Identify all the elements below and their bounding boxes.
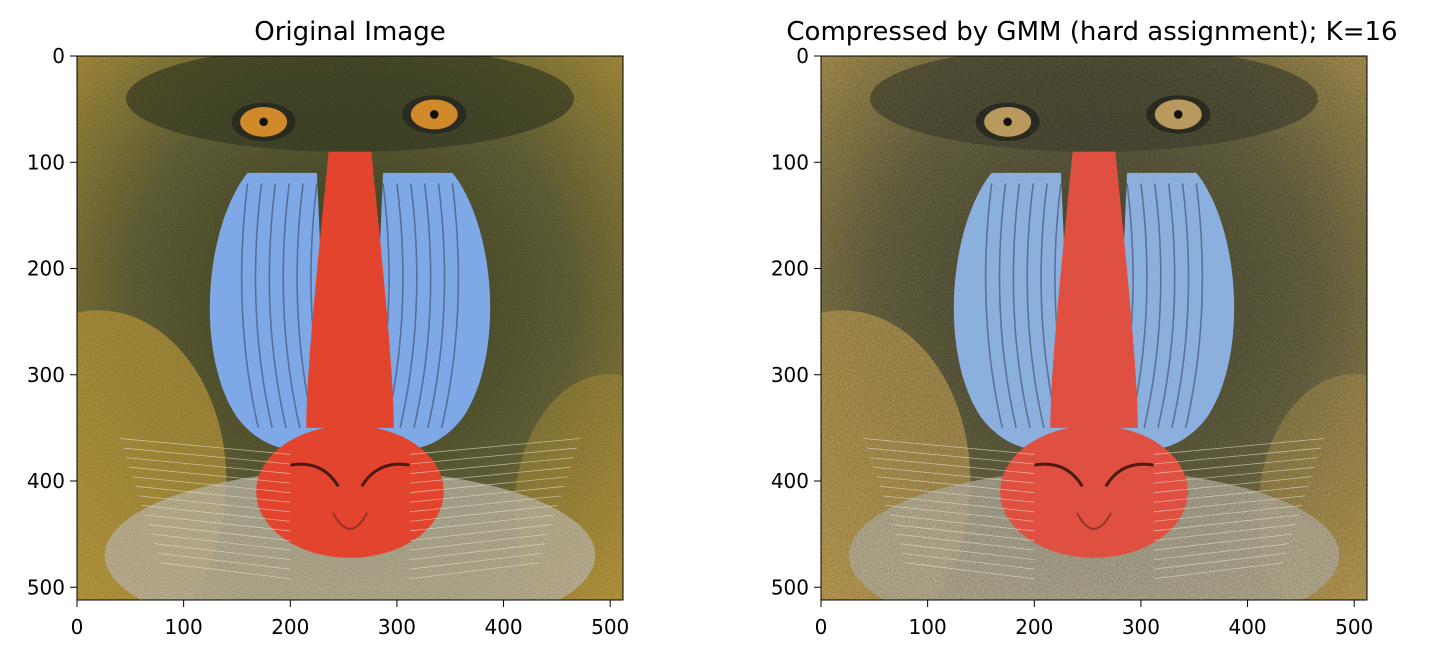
image-0 (77, 56, 623, 600)
x-tick-label: 500 (1335, 615, 1373, 639)
x-tick-label: 100 (909, 615, 947, 639)
x-tick-label: 200 (1015, 615, 1053, 639)
y-tick-label: 300 (771, 363, 809, 387)
chart-title: Original Image (254, 17, 445, 47)
y-tick-label: 500 (771, 575, 809, 599)
x-tick-label: 100 (165, 615, 203, 639)
nose-ridge (1050, 151, 1138, 428)
x-tick-label: 300 (378, 615, 416, 639)
axes-frame (820, 55, 1368, 601)
nose-tip (1000, 425, 1188, 558)
y-tick-label: 400 (27, 469, 65, 493)
chart-title: Compressed by GMM (hard assignment); K=1… (786, 17, 1397, 47)
y-tick-label: 100 (27, 150, 65, 174)
x-tick-label: 300 (1122, 615, 1160, 639)
y-tick-label: 200 (771, 257, 809, 281)
nose-tip (256, 425, 444, 558)
y-tick-label: 300 (27, 363, 65, 387)
x-tick-label: 400 (484, 615, 522, 639)
y-tick-label: 0 (796, 44, 809, 68)
x-tick-label: 500 (591, 615, 629, 639)
axes-frame (76, 55, 624, 601)
x-tick-label: 0 (815, 615, 828, 639)
image-1 (821, 56, 1367, 600)
nose-ridge (306, 151, 394, 428)
y-tick-label: 0 (52, 44, 65, 68)
x-tick-label: 400 (1228, 615, 1266, 639)
x-tick-label: 200 (271, 615, 309, 639)
x-tick-label: 0 (71, 615, 84, 639)
y-tick-label: 400 (771, 469, 809, 493)
panel-1: Compressed by GMM (hard assignment); K=1… (771, 17, 1398, 639)
y-tick-label: 100 (771, 150, 809, 174)
y-tick-label: 500 (27, 575, 65, 599)
y-tick-label: 200 (27, 257, 65, 281)
